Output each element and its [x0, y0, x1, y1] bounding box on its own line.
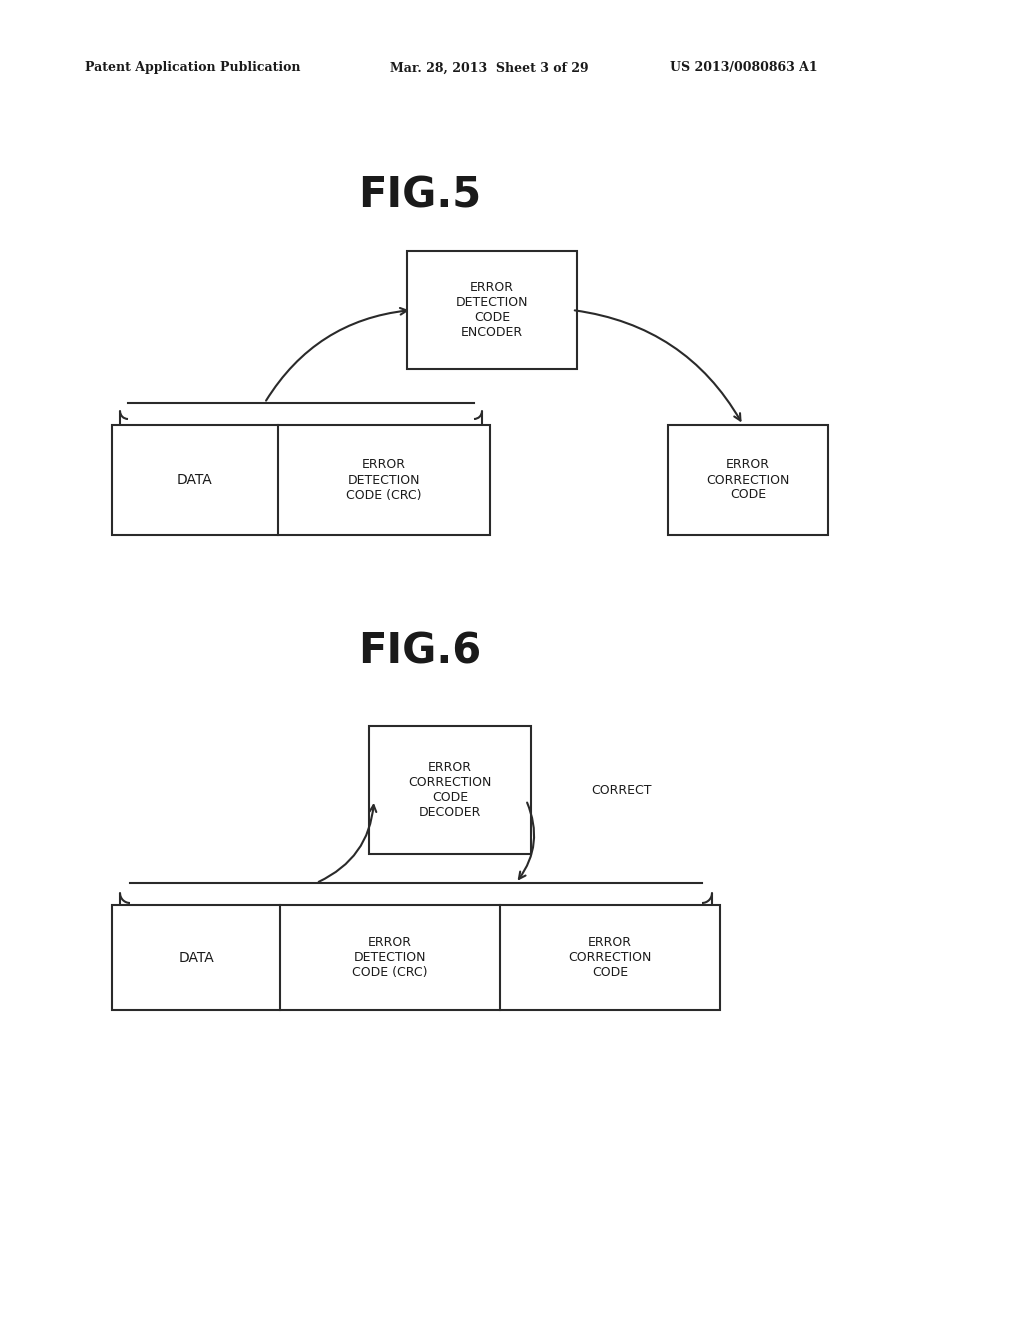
- Text: ERROR
DETECTION
CODE (CRC): ERROR DETECTION CODE (CRC): [352, 936, 428, 979]
- Text: ERROR
CORRECTION
CODE
DECODER: ERROR CORRECTION CODE DECODER: [409, 762, 492, 818]
- Text: FIG.5: FIG.5: [358, 174, 481, 216]
- Text: DATA: DATA: [177, 473, 213, 487]
- Text: DATA: DATA: [178, 950, 214, 965]
- Bar: [668, 425, 828, 535]
- Bar: [112, 906, 720, 1010]
- Text: Patent Application Publication: Patent Application Publication: [85, 62, 300, 74]
- Text: CORRECT: CORRECT: [591, 784, 651, 796]
- Text: ERROR
DETECTION
CODE
ENCODER: ERROR DETECTION CODE ENCODER: [456, 281, 528, 339]
- Text: Mar. 28, 2013  Sheet 3 of 29: Mar. 28, 2013 Sheet 3 of 29: [390, 62, 589, 74]
- Text: US 2013/0080863 A1: US 2013/0080863 A1: [670, 62, 817, 74]
- Text: ERROR
CORRECTION
CODE: ERROR CORRECTION CODE: [568, 936, 651, 979]
- Bar: [407, 251, 577, 370]
- Text: ERROR
DETECTION
CODE (CRC): ERROR DETECTION CODE (CRC): [346, 458, 422, 502]
- Text: ERROR
CORRECTION
CODE: ERROR CORRECTION CODE: [707, 458, 790, 502]
- Bar: [112, 425, 490, 535]
- Bar: [369, 726, 531, 854]
- Text: FIG.6: FIG.6: [358, 631, 481, 673]
